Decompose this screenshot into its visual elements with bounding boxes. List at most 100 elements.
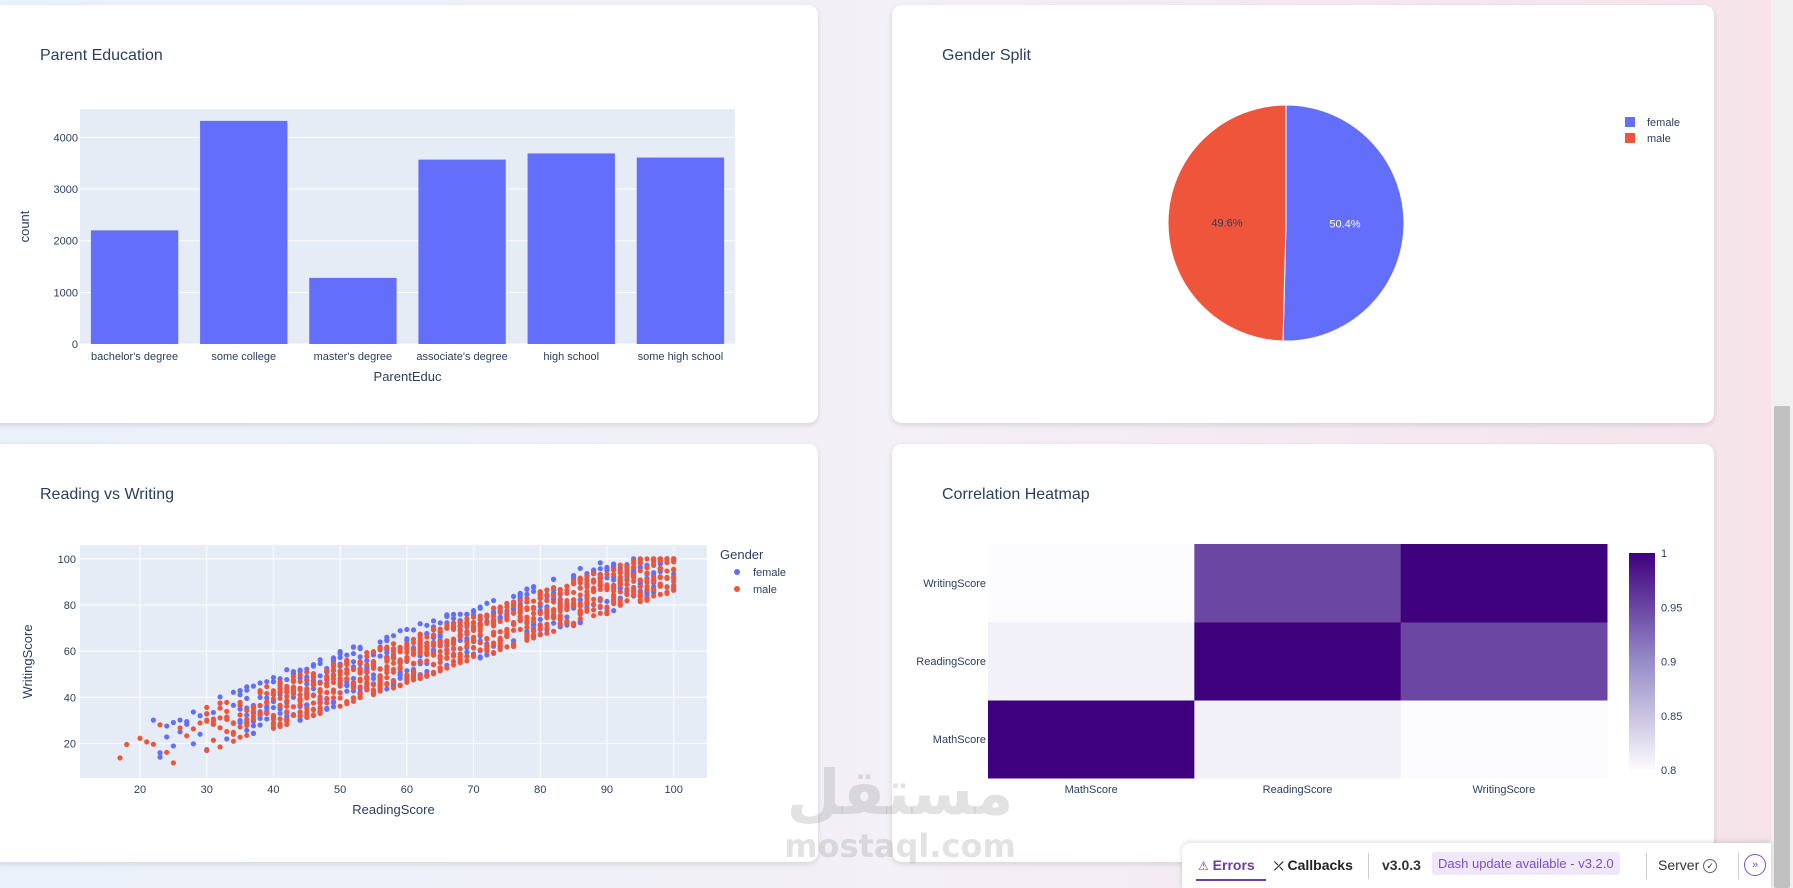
scatter-point-male — [597, 596, 603, 602]
scatter-point-male — [450, 653, 457, 659]
scatter-point-male — [390, 660, 397, 666]
scatter-point-female — [524, 586, 530, 592]
scatter-point-male — [577, 616, 583, 622]
scatter-point-male — [584, 592, 590, 598]
legend-swatch — [1625, 133, 1635, 143]
scatter-point-male — [450, 620, 457, 626]
scatter-point-male — [524, 624, 530, 630]
scatter-point-male — [370, 682, 377, 688]
scatter-point-female — [184, 721, 190, 727]
scatter-point-male — [564, 604, 570, 610]
scatter-point-male — [217, 715, 223, 721]
scatter-point-male — [637, 568, 643, 574]
scatter-point-male — [564, 618, 570, 624]
scatter-point-male — [564, 583, 570, 589]
scatter-point-male — [510, 610, 517, 616]
scatter-point-male — [304, 677, 310, 683]
y-tick-label: 20 — [64, 738, 76, 750]
scatter-point-male — [297, 679, 303, 685]
legend-title: Gender — [720, 547, 764, 562]
scatter-point-male — [277, 695, 283, 702]
scatter-point-male — [617, 602, 623, 608]
scatter-point-male — [624, 598, 630, 604]
scatter-point-male — [651, 561, 657, 567]
scatter-point-male — [644, 570, 650, 576]
scatter-point-male — [290, 712, 297, 718]
bar — [418, 159, 506, 344]
y-axis-title: WritingScore — [20, 624, 35, 698]
scatter-point-female — [170, 719, 176, 726]
scatter-point-male — [490, 640, 497, 646]
bar — [90, 230, 179, 344]
divider — [1738, 853, 1739, 879]
callbacks-label: Callbacks — [1287, 857, 1353, 873]
page-scrollbar-thumb[interactable] — [1774, 406, 1790, 888]
scatter-point-female — [370, 675, 377, 682]
scatter-point-male — [430, 626, 437, 632]
colorbar-tick-label: 1 — [1661, 548, 1667, 560]
scatter-point-male — [557, 608, 563, 614]
scatter-point-male — [257, 702, 263, 709]
scatter-point-male — [304, 669, 310, 675]
heatmap-cell — [1194, 700, 1402, 779]
scatter-point-male — [504, 608, 510, 614]
scatter-point-female — [437, 620, 443, 626]
scatter-point-male — [337, 668, 343, 675]
callbacks-tab[interactable]: ⤫ Callbacks — [1274, 857, 1353, 874]
scatter-point-male — [370, 665, 377, 671]
scatter-point-female — [397, 675, 403, 681]
scatter-point-male — [310, 707, 317, 713]
scatter-point-male — [544, 587, 550, 593]
scatter-point-male — [390, 669, 397, 675]
scatter-point-male — [297, 702, 303, 708]
scatter-point-male — [390, 641, 397, 647]
scatter-point-male — [204, 747, 210, 754]
collapse-devtools-icon[interactable]: » — [1744, 854, 1766, 876]
scatter-point-male — [424, 658, 430, 664]
scatter-point-male — [510, 643, 517, 649]
bar — [309, 277, 397, 344]
scatter-point-male — [244, 722, 250, 729]
y-tick-label: 1000 — [54, 287, 78, 299]
scatter-point-male — [357, 684, 363, 690]
scatter-point-male — [330, 676, 337, 682]
errors-tab[interactable]: ⚠ Errors — [1198, 857, 1255, 873]
y-tick-label: 80 — [64, 600, 76, 612]
reading-writing-card: Reading vs Writing 20 30 40 50 60 70 80 90 100 20… — [0, 444, 818, 862]
scatter-point-male — [637, 583, 643, 590]
scatter-point-male — [504, 604, 510, 610]
scatter-point-male — [337, 703, 343, 709]
scatter-point-male — [417, 638, 423, 644]
errors-tab-underline — [1196, 879, 1266, 881]
scatter-point-male — [437, 643, 443, 649]
parent-education-chart[interactable]: 0 1000 2000 3000 4000 bachelor's degree some c… — [0, 5, 818, 423]
gender-split-chart[interactable]: 50.4% 49.6% female male — [892, 5, 1714, 423]
scatter-point-male — [524, 618, 530, 624]
scatter-point-female — [310, 686, 317, 692]
bar — [527, 153, 615, 344]
scatter-point-male — [644, 587, 650, 593]
scatter-point-female — [257, 722, 263, 728]
scatter-point-male — [290, 704, 297, 710]
scatter-point-male — [644, 597, 650, 603]
scatter-point-male — [537, 595, 543, 601]
scatter-point-male — [290, 679, 297, 685]
server-status[interactable]: Server ✓ — [1658, 857, 1718, 874]
correlation-heatmap-chart[interactable]: MathScore ReadingScore WritingScore MathSco… — [892, 444, 1714, 862]
scatter-point-male — [337, 690, 343, 696]
scatter-point-female — [284, 676, 290, 683]
scatter-point-male — [237, 724, 243, 730]
dash-update-badge[interactable]: Dash update available - v3.2.0 — [1432, 852, 1620, 875]
scatter-point-female — [637, 564, 643, 570]
scatter-point-male — [217, 705, 223, 711]
scatter-point-female — [177, 717, 183, 723]
scatter-point-male — [570, 589, 577, 596]
scatter-point-male — [284, 687, 290, 693]
scatter-point-male — [530, 604, 537, 610]
scatter-point-male — [470, 614, 477, 620]
reading-writing-chart[interactable]: 20 30 40 50 60 70 80 90 100 20 40 60 80 100 ReadingSco… — [0, 444, 818, 862]
scatter-point-male — [397, 647, 403, 653]
scatter-point-female — [224, 736, 230, 742]
scatter-point-female — [250, 730, 257, 737]
scatter-point-male — [644, 556, 650, 562]
